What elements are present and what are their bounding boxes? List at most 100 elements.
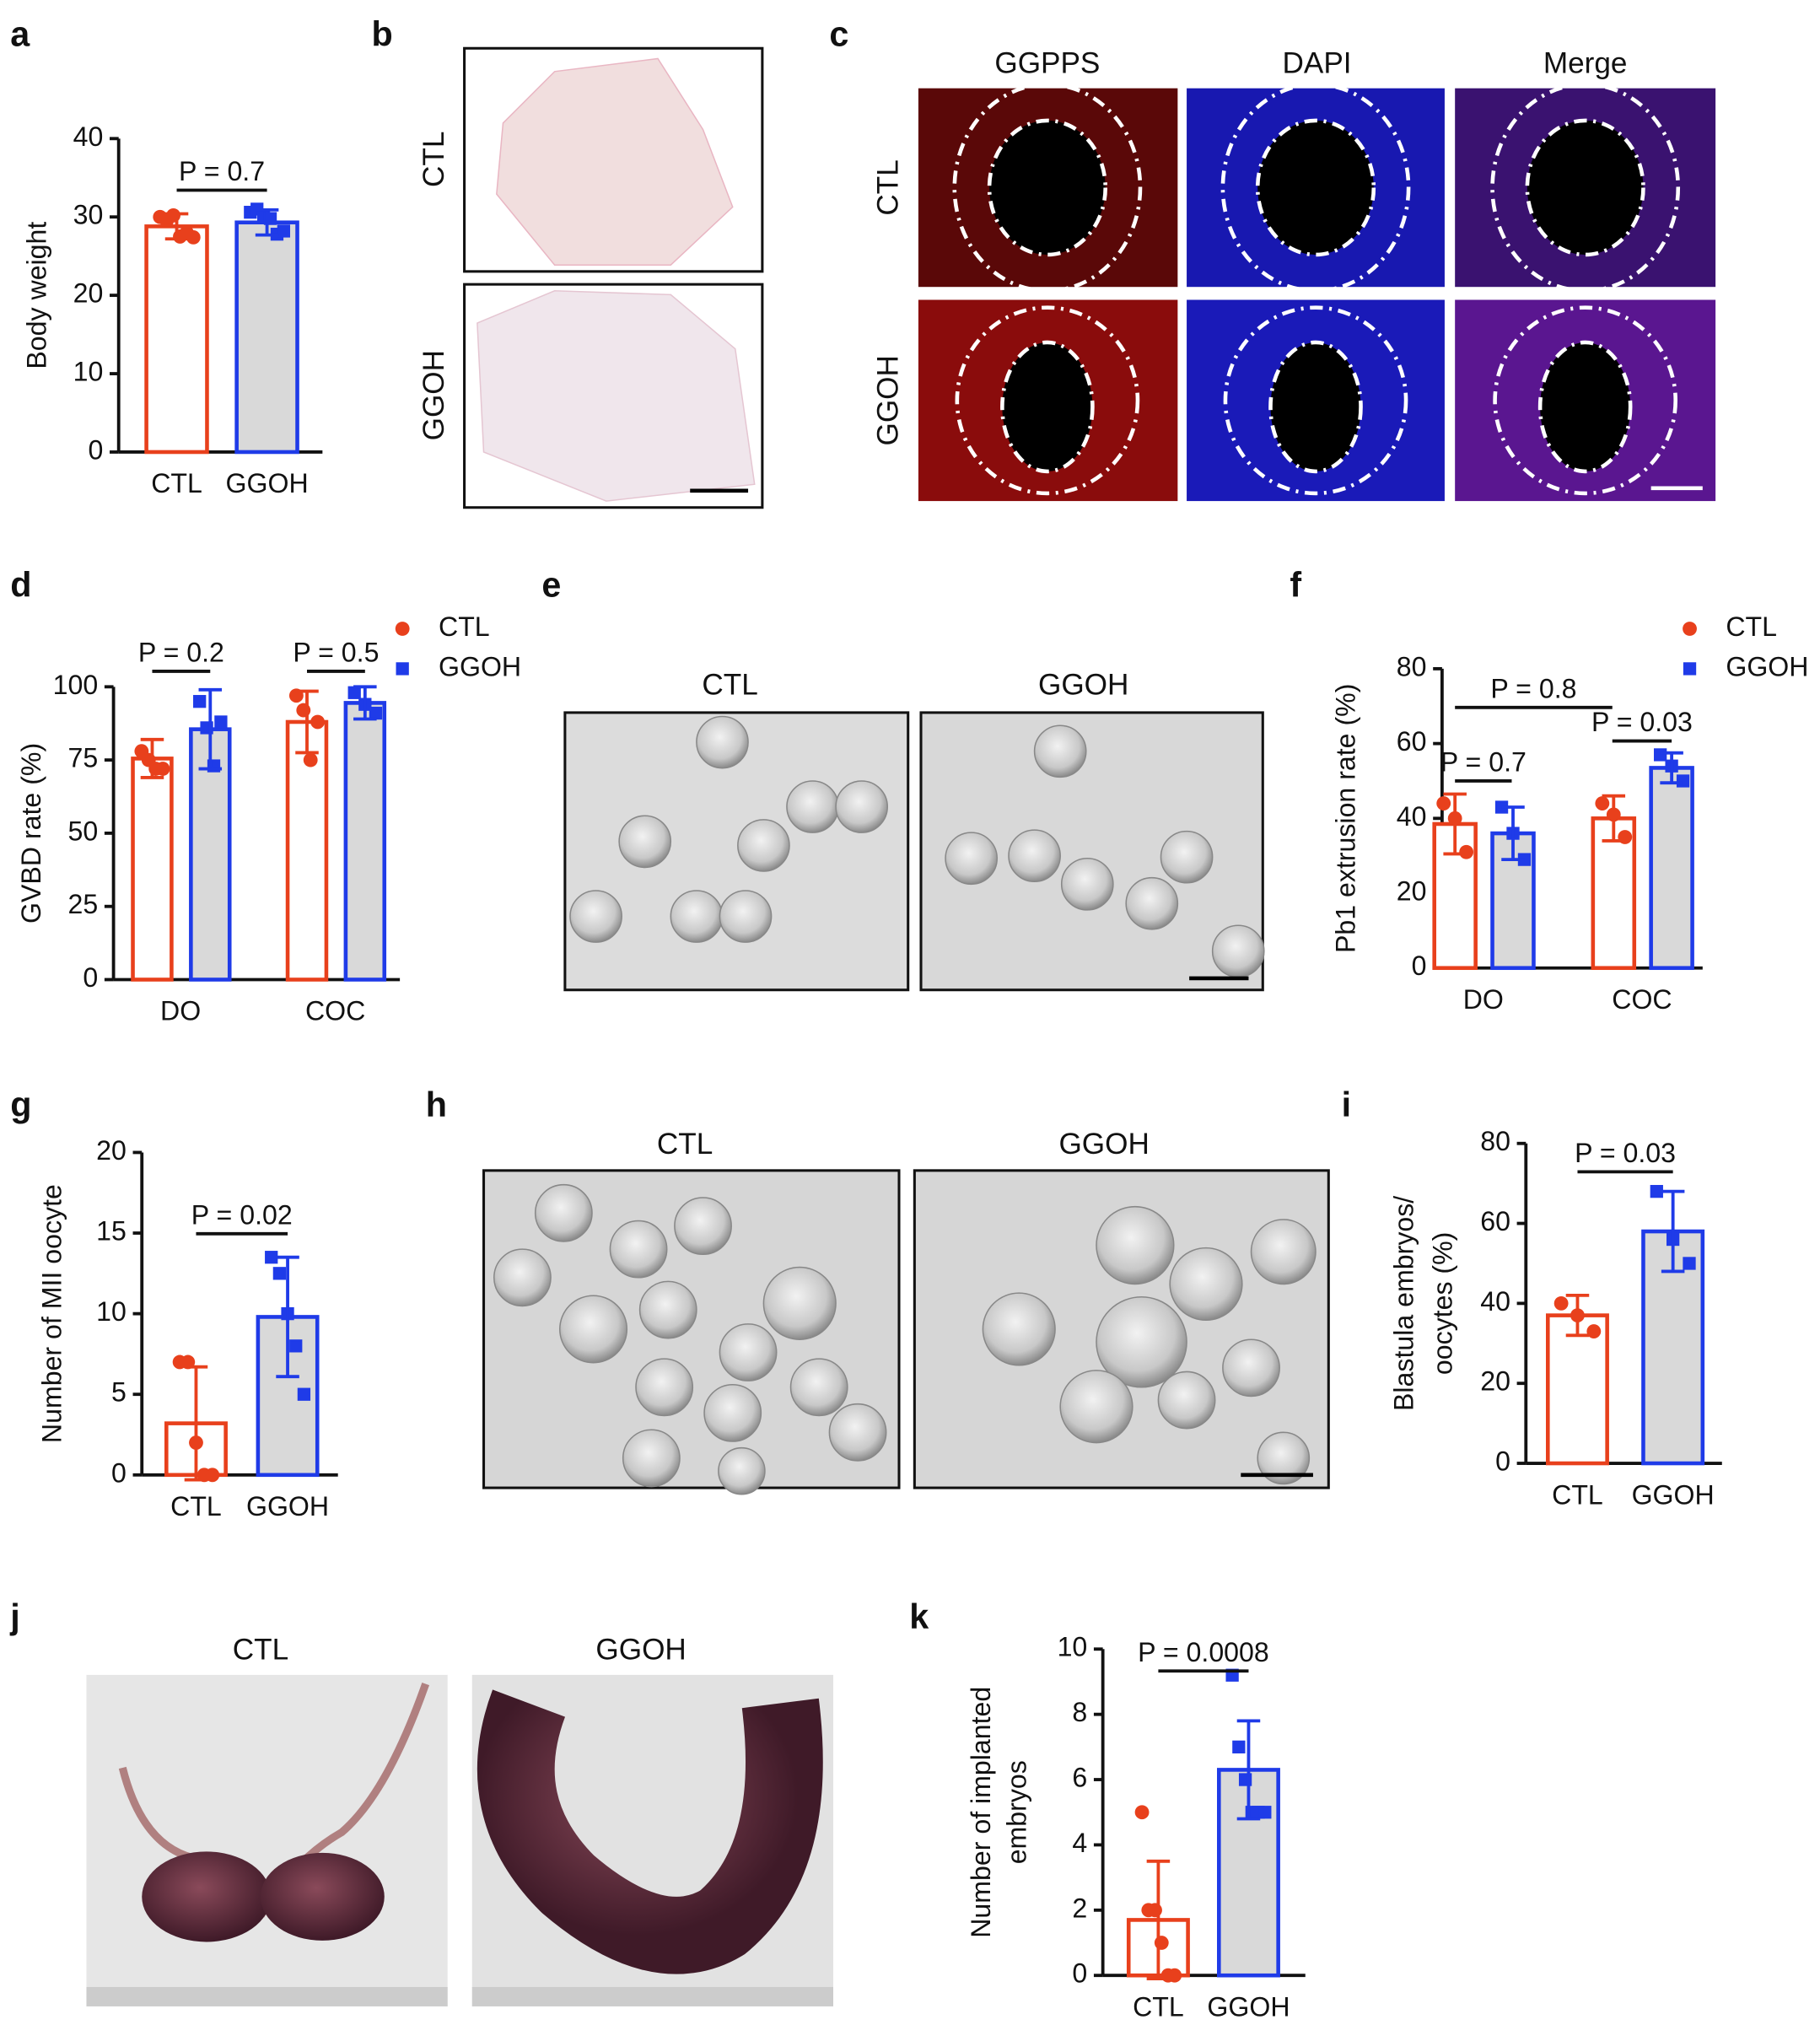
y-tick-label: 20	[1397, 876, 1427, 907]
y-tick-label: 20	[1480, 1366, 1510, 1397]
p-value: P = 0.0008	[1138, 1637, 1269, 1667]
image-column-label: GGOH	[1038, 669, 1128, 702]
y-tick-label: 40	[1397, 801, 1427, 832]
y-axis-label: Pb1 extrusion rate (%)	[1331, 684, 1361, 953]
y-axis-label: Number of implanted	[966, 1687, 996, 1938]
y-tick-label: 80	[1480, 1126, 1510, 1156]
y-tick-label: 60	[1480, 1206, 1510, 1236]
y-tick-label: 30	[73, 200, 104, 230]
y-tick-label: 80	[1397, 651, 1427, 681]
data-point	[369, 706, 383, 720]
p-value: P = 0.2	[138, 638, 224, 668]
data-point	[1676, 774, 1690, 788]
data-point	[193, 695, 207, 708]
data-point	[1154, 1936, 1169, 1950]
panel-letter: j	[9, 1597, 19, 1636]
y-tick-label: 0	[83, 962, 98, 993]
x-tick-label: CTL	[1552, 1479, 1603, 1510]
x-tick-label: GGOH	[226, 468, 309, 498]
bar	[343, 701, 387, 982]
data-point	[1683, 622, 1697, 636]
y-axis-label: Blastula embryos/	[1389, 1196, 1419, 1411]
image-column-label: CTL	[657, 1128, 713, 1161]
p-value: P = 0.7	[179, 156, 265, 186]
panel-j-images	[86, 1674, 833, 2006]
data-point	[1134, 1805, 1150, 1820]
y-tick-label: 25	[68, 889, 99, 919]
x-tick-label: COC	[1612, 984, 1672, 1015]
data-point	[347, 686, 361, 699]
bar	[234, 220, 299, 455]
y-tick-label: 40	[73, 121, 104, 152]
data-point	[289, 1339, 303, 1353]
data-point	[395, 622, 410, 636]
x-tick-label: GGOH	[1632, 1479, 1715, 1510]
panel-letter: a	[10, 14, 30, 53]
y-tick-label: 0	[1412, 951, 1427, 981]
x-tick-label: CTL	[151, 468, 202, 498]
y-tick-label: 50	[68, 816, 99, 846]
image-row-label: GGOH	[417, 350, 450, 440]
data-point	[1683, 1257, 1696, 1270]
p-value: P = 0.03	[1591, 707, 1693, 737]
image-row-label: GGOH	[872, 355, 905, 445]
panel-letter: c	[829, 14, 848, 53]
image-column-label: DAPI	[1282, 46, 1351, 79]
data-point	[297, 1387, 311, 1401]
data-point	[1650, 1184, 1663, 1198]
data-point	[1683, 662, 1697, 676]
legend-label: CTL	[1726, 611, 1777, 642]
data-point	[1654, 748, 1667, 762]
y-tick-label: 0	[88, 434, 103, 465]
y-tick-label: 10	[96, 1296, 127, 1327]
y-tick-label: 0	[1072, 1958, 1087, 1989]
x-tick-label: DO	[160, 996, 201, 1026]
panel-letter: g	[10, 1085, 31, 1124]
y-tick-label: 6	[1072, 1763, 1087, 1793]
data-point	[186, 229, 201, 245]
y-tick-label: 100	[53, 670, 99, 700]
x-tick-label: GGOH	[1207, 1991, 1290, 2022]
data-point	[1258, 1806, 1272, 1819]
data-point	[1148, 1903, 1162, 1918]
data-point	[205, 1468, 220, 1483]
legend-label: GGOH	[1726, 651, 1808, 681]
y-axis-label: embryos	[1002, 1760, 1032, 1864]
image-column-label: CTL	[702, 669, 757, 702]
x-tick-label: CTL	[1133, 1991, 1184, 2022]
y-tick-label: 20	[96, 1135, 127, 1166]
panel-letter: f	[1290, 565, 1301, 604]
y-axis-label: GVBD rate (%)	[16, 743, 46, 924]
image-column-label: GGOH	[595, 1634, 686, 1667]
x-tick-label: COC	[305, 996, 365, 1026]
p-value: P = 0.02	[191, 1199, 293, 1230]
bar	[144, 224, 209, 455]
y-tick-label: 60	[1397, 726, 1427, 757]
x-tick-label: DO	[1463, 984, 1504, 1015]
y-tick-label: 8	[1072, 1697, 1087, 1727]
p-value: P = 0.8	[1490, 673, 1576, 703]
data-point	[396, 662, 409, 676]
panel-letter: k	[909, 1597, 929, 1636]
p-value: P = 0.5	[293, 638, 379, 668]
data-point	[1436, 796, 1451, 811]
panel-e-images	[563, 711, 1265, 992]
x-tick-label: GGOH	[246, 1491, 329, 1521]
y-tick-label: 20	[73, 278, 104, 309]
y-axis-label: oocytes (%)	[1427, 1232, 1457, 1376]
legend-label: GGOH	[439, 651, 521, 681]
data-point	[1595, 796, 1610, 811]
data-point	[1232, 1740, 1246, 1753]
image-row-label: CTL	[417, 132, 450, 187]
y-tick-label: 0	[111, 1457, 127, 1488]
panel-h-images	[482, 1169, 1330, 1495]
panel-letter: b	[371, 14, 392, 53]
data-point	[272, 1267, 287, 1280]
y-tick-label: 2	[1072, 1893, 1087, 1923]
p-value: P = 0.7	[1440, 747, 1527, 778]
y-tick-label: 75	[68, 743, 99, 773]
y-tick-label: 4	[1072, 1828, 1087, 1858]
data-point	[277, 224, 291, 238]
panel-b-images	[463, 46, 764, 509]
